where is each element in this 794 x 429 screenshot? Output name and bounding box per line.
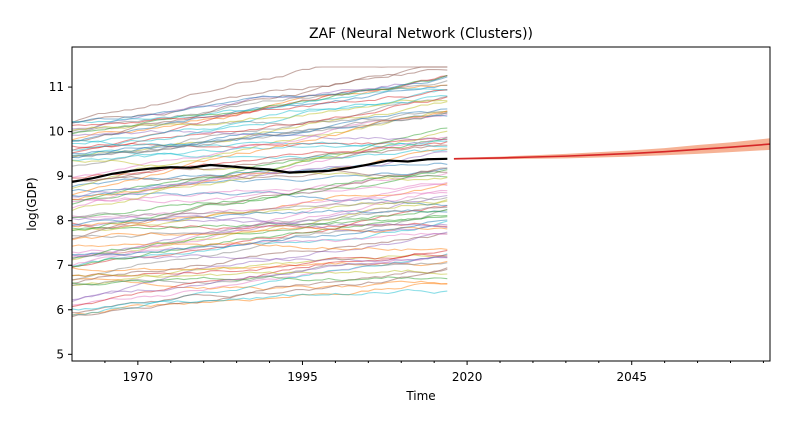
country-line bbox=[71, 84, 448, 142]
country-line bbox=[72, 95, 448, 145]
country-line bbox=[71, 226, 448, 241]
country-line bbox=[71, 151, 448, 198]
country-line bbox=[71, 162, 448, 188]
country-line bbox=[71, 66, 448, 142]
country-line bbox=[71, 149, 448, 161]
country-line bbox=[71, 197, 448, 219]
x-tick-label: 1995 bbox=[287, 370, 318, 384]
country-line bbox=[71, 278, 448, 291]
country-line bbox=[71, 241, 448, 252]
country-line bbox=[71, 260, 448, 273]
plot-area bbox=[71, 66, 771, 318]
country-line bbox=[71, 89, 448, 127]
x-axis: 1970 1995 2020 2045 bbox=[104, 361, 764, 384]
country-line bbox=[71, 288, 448, 311]
x-tick-label: 2020 bbox=[452, 370, 483, 384]
plot-frame bbox=[71, 46, 771, 362]
x-tick-label: 1970 bbox=[123, 370, 154, 384]
country-line bbox=[71, 269, 448, 278]
country-line bbox=[71, 95, 448, 167]
y-axis-label: log(GDP) bbox=[25, 177, 39, 230]
country-line bbox=[71, 74, 448, 135]
country-line bbox=[71, 139, 448, 148]
y-tick-label: 6 bbox=[56, 303, 64, 317]
country-line bbox=[71, 96, 448, 154]
country-line bbox=[71, 175, 448, 219]
country-line bbox=[71, 231, 448, 301]
country-line bbox=[71, 110, 448, 196]
y-tick-label: 5 bbox=[56, 347, 64, 361]
y-tick-label: 11 bbox=[49, 80, 64, 94]
country-line bbox=[71, 144, 448, 182]
country-line bbox=[71, 137, 448, 149]
country-line bbox=[71, 208, 448, 281]
forecast-line bbox=[453, 143, 771, 160]
country-line bbox=[71, 256, 448, 303]
country-line bbox=[71, 254, 448, 286]
country-line bbox=[71, 111, 448, 157]
country-line bbox=[71, 254, 448, 262]
country-line bbox=[71, 219, 448, 256]
y-tick-label: 8 bbox=[56, 214, 64, 228]
country-line bbox=[71, 136, 448, 201]
country-line bbox=[71, 267, 448, 318]
y-tick-label: 7 bbox=[56, 258, 64, 272]
country-line bbox=[71, 136, 448, 209]
country-line bbox=[71, 99, 448, 131]
chart-title: ZAF (Neural Network (Clusters)) bbox=[309, 26, 533, 42]
country-line bbox=[71, 127, 448, 205]
country-line bbox=[71, 169, 448, 232]
country-line bbox=[71, 249, 448, 308]
country-line bbox=[71, 216, 448, 229]
y-axis: 5 6 7 8 9 10 11 bbox=[49, 80, 72, 361]
country-line bbox=[71, 262, 448, 286]
country-line bbox=[71, 275, 448, 286]
x-axis-label: Time bbox=[405, 389, 435, 403]
country-line bbox=[72, 141, 448, 179]
country-line bbox=[71, 206, 448, 238]
y-tick-label: 9 bbox=[56, 169, 64, 183]
country-line bbox=[71, 216, 448, 230]
country-line bbox=[71, 108, 448, 155]
country-line bbox=[71, 76, 448, 124]
historical-mean-line bbox=[71, 157, 448, 184]
country-line bbox=[71, 215, 448, 268]
country-line bbox=[71, 190, 448, 206]
country-line bbox=[71, 282, 448, 316]
country-line bbox=[71, 167, 448, 193]
country-line bbox=[71, 111, 448, 159]
forecast-band bbox=[453, 138, 770, 160]
country-line bbox=[71, 209, 448, 259]
country-line bbox=[71, 232, 448, 285]
y-tick-label: 10 bbox=[49, 125, 64, 139]
country-line bbox=[71, 170, 448, 182]
x-tick-label: 2045 bbox=[616, 370, 647, 384]
country-line bbox=[71, 66, 448, 124]
country-line bbox=[71, 87, 448, 124]
country-line bbox=[71, 181, 448, 267]
